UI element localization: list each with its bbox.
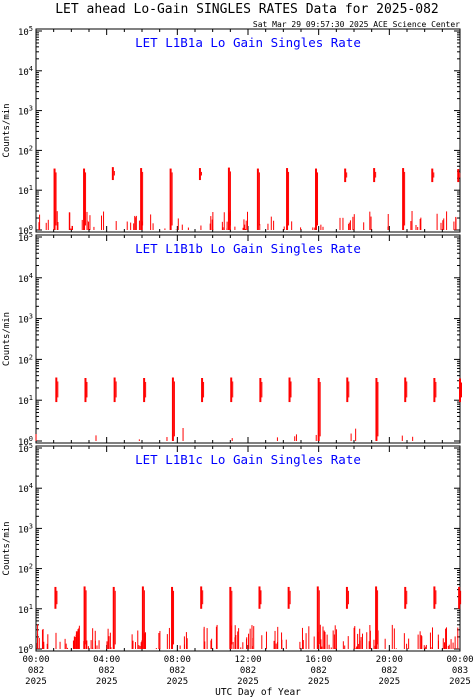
x-tick-label-day: 083 [452,666,468,676]
panel-frame [35,445,461,652]
y-tick-label: 103 [18,522,33,535]
y-tick-label: 102 [18,563,33,576]
x-tick-label-year: 2025 [308,677,330,687]
panel-frame [35,28,461,233]
x-axis-label: UTC Day of Year [215,687,301,698]
y-tick-label: 101 [18,603,33,616]
chart-panels: 100 101 102 103 104 105 Counts/min LET L1B1a Lo… [2,25,474,687]
x-tick-label-day: 082 [169,666,185,676]
panel-1: 100 101 102 103 104 105 Counts/min LET L1B1a Lo… [2,25,461,237]
y-tick-label: 100 [18,435,33,448]
y-tick-label: 104 [18,272,33,285]
x-tick-label-time: 00:00 [22,655,49,665]
y-axis-label: Counts/min [2,312,12,366]
y-tick-label: 100 [18,224,33,237]
x-tick-label-year: 2025 [237,677,259,687]
y-axis-label: Counts/min [2,521,12,575]
x-tick-label-year: 2025 [25,677,47,687]
y-tick-label: 100 [18,643,33,656]
y-tick-label: 105 [18,25,33,38]
x-tick-label-time: 00:00 [446,655,473,665]
timestamp-label: Sat Mar 29 09:57:30 2025 ACE Science Cen… [253,20,460,29]
x-tick-label-time: 12:00 [234,655,261,665]
y-tick-label: 101 [18,394,33,407]
x-tick-label-time: 16:00 [305,655,332,665]
y-tick-label: 104 [18,482,33,495]
x-tick-label-year: 2025 [449,677,471,687]
x-tick-label-year: 2025 [166,677,188,687]
figure-title: LET ahead Lo-Gain SINGLES RATES Data for… [55,2,439,17]
panel-title: LET L1B1c Lo Gain Singles Rate [135,452,361,467]
y-tick-label: 103 [18,313,33,326]
y-tick-label: 102 [18,144,33,157]
y-tick-label: 105 [18,442,33,455]
x-tick-label-day: 082 [240,666,256,676]
panel-2: 100 101 102 103 104 105 Counts/min LET L1B1b Lo… [2,231,462,448]
x-tick-label-day: 082 [381,666,397,676]
panel-frame [35,234,461,444]
x-tick-label-year: 2025 [378,677,400,687]
y-axis-label: Counts/min [2,103,12,157]
x-tick-label-time: 08:00 [164,655,191,665]
y-tick-label: 102 [18,353,33,366]
x-tick-label-day: 082 [311,666,327,676]
x-tick-label-day: 082 [99,666,115,676]
panel-title: LET L1B1b Lo Gain Singles Rate [135,241,361,256]
x-tick-label-time: 04:00 [93,655,120,665]
y-tick-label: 104 [18,65,33,78]
panel-title: LET L1B1a Lo Gain Singles Rate [135,35,361,50]
y-tick-label: 103 [18,105,33,118]
x-tick-label-year: 2025 [96,677,118,687]
y-tick-label: 101 [18,184,33,197]
x-tick-label-time: 20:00 [376,655,403,665]
y-tick-label: 105 [18,231,33,244]
x-tick-label-day: 082 [28,666,44,676]
panel-3: 100 101 102 103 104 105 Counts/min LET L1B1c Lo… [2,442,474,687]
